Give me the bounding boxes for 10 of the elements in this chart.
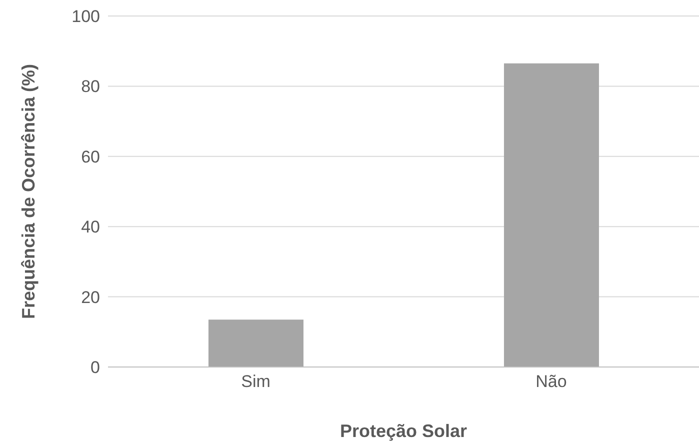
y-tick-label: 20 — [81, 288, 100, 307]
y-tick-label: 100 — [72, 7, 100, 26]
y-tick-label: 0 — [90, 358, 100, 378]
y-axis-title: Frequência de Ocorrência (%) — [18, 64, 38, 320]
y-tick-label: 80 — [81, 77, 100, 96]
x-axis-title: Proteção Solar — [340, 421, 468, 441]
y-tick-label: 60 — [81, 147, 100, 166]
y-tick-label: 40 — [81, 218, 100, 237]
x-tick-label: Sim — [241, 372, 270, 392]
x-tick-label: Não — [536, 372, 567, 392]
